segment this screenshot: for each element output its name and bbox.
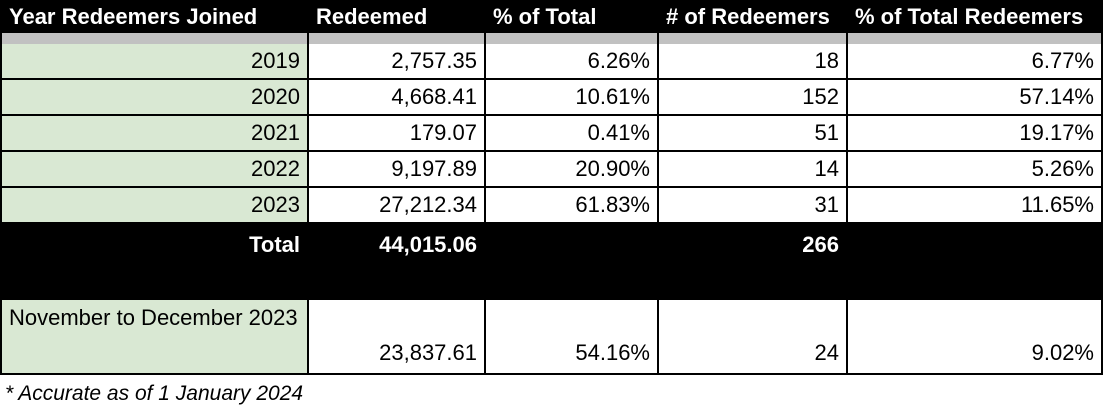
pct-of-total-cell[interactable]: 54.16% [484, 300, 657, 373]
pct-of-total-cell[interactable]: 61.83% [484, 188, 657, 222]
num-redeemers-cell[interactable]: 14 [657, 152, 846, 186]
header-cell-pct-of-total[interactable]: % of Total [484, 0, 657, 33]
total-row: Total 44,015.06 266 [2, 224, 1101, 266]
total-redeemed-cell[interactable]: 44,015.06 [307, 224, 484, 266]
year-cell[interactable]: 2021 [2, 116, 307, 150]
redeemed-cell[interactable]: 2,757.35 [307, 44, 484, 78]
pct-total-redeemers-cell[interactable]: 11.65% [846, 188, 1101, 222]
redeemed-cell[interactable]: 27,212.34 [307, 188, 484, 222]
total-pct-cell[interactable] [484, 224, 657, 266]
num-redeemers-cell[interactable]: 31 [657, 188, 846, 222]
total-label-cell[interactable]: Total [249, 232, 300, 257]
nov-dec-2023-row: November to December 2023 23,837.61 54.1… [2, 300, 1101, 375]
num-redeemers-cell[interactable]: 18 [657, 44, 846, 78]
pct-total-redeemers-cell[interactable]: 57.14% [846, 80, 1101, 114]
accuracy-footnote[interactable]: * Accurate as of 1 January 2024 [5, 382, 304, 405]
num-redeemers-cell[interactable]: 24 [657, 300, 846, 373]
redeemed-cell[interactable]: 179.07 [307, 116, 484, 150]
num-redeemers-cell[interactable]: 152 [657, 80, 846, 114]
table-row-2022: 2022 9,197.89 20.90% 14 5.26% [2, 152, 1101, 188]
header-cell-redeemed[interactable]: Redeemed [307, 0, 484, 33]
header-cell-num-redeemers[interactable]: # of Redeemers [657, 0, 846, 33]
pct-of-total-cell[interactable]: 0.41% [484, 116, 657, 150]
table-row-2019: 2019 2,757.35 6.26% 18 6.77% [2, 44, 1101, 80]
pct-of-total-cell[interactable]: 6.26% [484, 44, 657, 78]
year-cell[interactable]: 2019 [2, 44, 307, 78]
num-redeemers-cell[interactable]: 51 [657, 116, 846, 150]
pct-total-redeemers-cell[interactable]: 19.17% [846, 116, 1101, 150]
table-row-2021: 2021 179.07 0.41% 51 19.17% [2, 116, 1101, 152]
table-row-2023: 2023 27,212.34 61.83% 31 11.65% [2, 188, 1101, 224]
redeemed-cell[interactable]: 23,837.61 [307, 300, 484, 373]
total-pct-redeemers-cell[interactable] [846, 224, 1101, 266]
year-cell[interactable]: 2020 [2, 80, 307, 114]
frozen-pane-divider [2, 33, 1101, 44]
pct-of-total-cell[interactable]: 20.90% [484, 152, 657, 186]
pct-total-redeemers-cell[interactable]: 5.26% [846, 152, 1101, 186]
header-cell-pct-total-redeemers[interactable]: % of Total Redeemers [846, 0, 1101, 33]
black-spacer-row [2, 266, 1101, 300]
redeemed-cell[interactable]: 4,668.41 [307, 80, 484, 114]
table-header-row: Year Redeemers Joined Redeemed % of Tota… [2, 0, 1101, 33]
header-cell-year-joined[interactable]: Year Redeemers Joined [9, 3, 258, 29]
table-row-2020: 2020 4,668.41 10.61% 152 57.14% [2, 80, 1101, 116]
year-cell[interactable]: 2022 [2, 152, 307, 186]
period-label-cell[interactable]: November to December 2023 [2, 300, 307, 373]
year-cell[interactable]: 2023 [2, 188, 307, 222]
redeemers-table: Year Redeemers Joined Redeemed % of Tota… [0, 0, 1103, 375]
pct-total-redeemers-cell[interactable]: 9.02% [846, 300, 1101, 373]
redeemed-cell[interactable]: 9,197.89 [307, 152, 484, 186]
pct-of-total-cell[interactable]: 10.61% [484, 80, 657, 114]
pct-total-redeemers-cell[interactable]: 6.77% [846, 44, 1101, 78]
total-num-redeemers-cell[interactable]: 266 [657, 224, 846, 266]
